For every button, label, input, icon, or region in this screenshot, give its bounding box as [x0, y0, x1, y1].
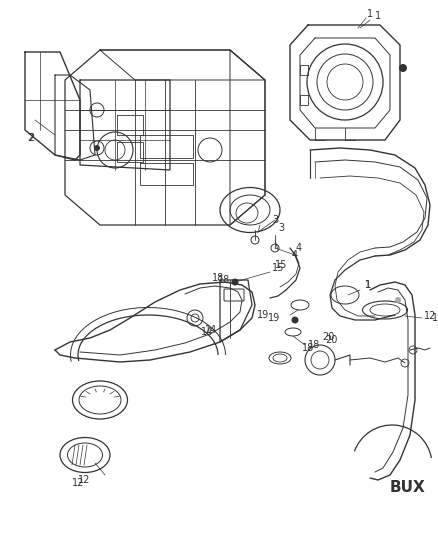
Circle shape	[292, 317, 299, 324]
Text: 18: 18	[302, 343, 314, 353]
Text: 19: 19	[257, 310, 269, 320]
Text: BUX: BUX	[390, 481, 426, 496]
Text: 15: 15	[272, 263, 284, 273]
Text: 18: 18	[212, 273, 224, 283]
Text: 19: 19	[268, 313, 280, 323]
Text: 14: 14	[201, 327, 213, 337]
Circle shape	[94, 145, 100, 151]
Text: 14: 14	[205, 325, 217, 335]
Text: 1: 1	[367, 9, 373, 19]
Text: 3: 3	[272, 215, 278, 225]
Text: 4: 4	[296, 243, 302, 253]
Text: 12: 12	[424, 311, 436, 321]
Text: 20: 20	[325, 335, 337, 345]
Text: 4: 4	[292, 250, 298, 260]
Text: 15: 15	[275, 260, 287, 270]
Circle shape	[232, 279, 239, 286]
Circle shape	[395, 297, 401, 303]
Text: 2: 2	[28, 133, 34, 143]
Text: 20: 20	[322, 332, 334, 342]
Text: 18: 18	[308, 340, 320, 350]
Text: 12: 12	[432, 313, 438, 323]
Text: 12: 12	[78, 475, 90, 485]
Text: 18: 18	[218, 275, 230, 285]
Text: 1: 1	[365, 280, 371, 290]
Text: 12: 12	[72, 478, 84, 488]
Text: 1: 1	[375, 11, 381, 21]
Circle shape	[399, 64, 407, 72]
Text: 1: 1	[365, 280, 371, 290]
Text: 2: 2	[27, 133, 33, 143]
Text: 3: 3	[278, 223, 284, 233]
